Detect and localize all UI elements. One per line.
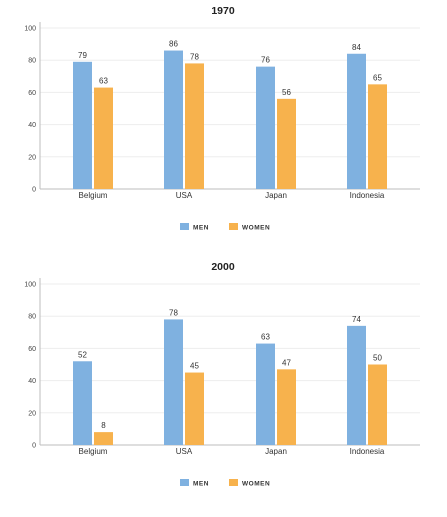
data-label: 50 [373,354,382,363]
chart-1970-svg: 1970 0 20 40 60 80 100 79 63 Belgium 86 78 USA 76 56 Ja… [24,5,420,232]
data-label: 63 [99,77,108,86]
x-tick-label: USA [176,191,193,200]
data-label: 76 [261,56,270,65]
x-tick-label: Japan [265,447,287,456]
chart-2000-svg: 2000 0 20 40 60 80 100 52 8 Belgium 78 45 USA 63 47 Jap… [24,261,420,488]
chart-title: 1970 [211,5,235,17]
x-tick-label: Belgium [79,447,108,456]
bar-men-japan [256,343,275,445]
data-label: 52 [78,350,87,359]
data-label: 78 [169,308,178,317]
y-tick-label: 0 [32,443,36,450]
bar-men-japan [256,66,275,189]
data-label: 84 [352,43,361,52]
bar-women-indonesia [368,84,387,189]
chart-2000: 2000 0 20 40 60 80 100 52 8 Belgium 78 45 USA 63 47 Jap… [0,256,447,512]
legend-label-men: MEN [193,225,209,232]
x-tick-label: USA [176,447,193,456]
y-tick-label: 100 [24,282,36,289]
data-label: 47 [282,358,291,367]
bar-men-indonesia [347,325,366,445]
x-tick-label: Japan [265,191,287,200]
y-tick-label: 60 [28,90,36,97]
data-label: 74 [352,315,361,324]
bar-women-belgium [94,432,113,445]
legend-swatch-women [229,223,238,230]
data-label: 63 [261,333,270,342]
data-label: 65 [373,73,382,82]
data-label: 78 [190,52,199,61]
y-tick-label: 40 [28,122,36,129]
bar-men-indonesia [347,53,366,190]
legend-swatch-women [229,479,238,486]
bar-men-usa [164,50,183,189]
y-tick-label: 0 [32,187,36,194]
bar-women-belgium [94,87,113,189]
chart-1970: 1970 0 20 40 60 80 100 79 63 Belgium 86 78 USA 76 56 Ja… [0,0,447,256]
bar-women-japan [277,369,296,445]
y-tick-label: 60 [28,346,36,353]
data-label: 8 [101,421,106,430]
data-label: 86 [169,40,178,49]
x-tick-label: Belgium [79,191,108,200]
bar-women-indonesia [368,364,387,445]
legend-swatch-men [180,223,189,230]
bar-men-usa [164,319,183,445]
x-tick-label: Indonesia [350,191,385,200]
y-tick-label: 100 [24,26,36,33]
y-tick-label: 80 [28,314,36,321]
x-tick-label: Indonesia [350,447,385,456]
legend-label-women: WOMEN [242,481,270,488]
bar-women-usa [185,63,204,189]
legend-label-women: WOMEN [242,225,270,232]
legend-label-men: MEN [193,481,209,488]
chart-title: 2000 [211,261,235,273]
bar-men-belgium [73,361,92,445]
legend-swatch-men [180,479,189,486]
y-tick-label: 20 [28,154,36,161]
y-tick-label: 40 [28,378,36,385]
y-tick-label: 20 [28,410,36,417]
bar-women-usa [185,372,204,445]
bar-women-japan [277,98,296,189]
data-label: 79 [78,51,87,60]
data-label: 45 [190,362,199,371]
y-tick-label: 80 [28,58,36,65]
data-label: 56 [282,88,291,97]
bar-men-belgium [73,61,92,190]
